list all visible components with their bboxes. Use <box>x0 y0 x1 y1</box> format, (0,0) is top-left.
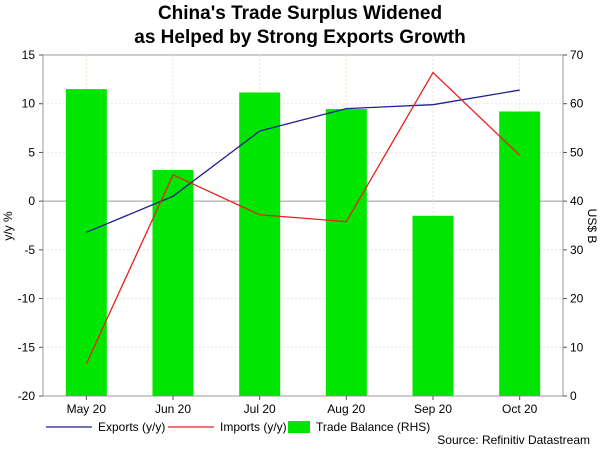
left-axis-ticks: -20 -15 -10 -5 0 5 10 15 <box>18 48 43 403</box>
legend-exports-label: Exports (y/y) <box>98 420 165 434</box>
x-tick-label: Sep 20 <box>414 402 452 416</box>
right-tick-label: 40 <box>570 194 584 208</box>
left-tick-label: -15 <box>18 340 36 354</box>
trade-balance-bars <box>65 89 541 396</box>
right-axis-ticks: 0 10 20 30 40 50 60 70 <box>563 48 584 403</box>
trade-balance-bar <box>499 111 541 396</box>
right-tick-label: 50 <box>570 145 584 159</box>
left-tick-label: 10 <box>22 97 36 111</box>
trade-balance-bar <box>152 169 194 396</box>
chart-title-line2: as Helped by Strong Exports Growth <box>134 27 466 48</box>
left-tick-label: -10 <box>18 292 36 306</box>
x-tick-label: Aug 20 <box>327 402 365 416</box>
exports-line <box>86 89 520 233</box>
left-tick-label: 15 <box>22 48 36 62</box>
right-tick-label: 70 <box>570 48 584 62</box>
right-tick-label: 10 <box>570 340 584 354</box>
imports-line <box>85 71 521 365</box>
left-tick-label: -20 <box>18 389 36 403</box>
right-tick-label: 20 <box>570 292 584 306</box>
plot-area <box>42 54 564 397</box>
right-tick-label: 60 <box>570 97 584 111</box>
left-axis-label: y/y % <box>1 211 15 241</box>
left-tick-label: 0 <box>28 194 35 208</box>
right-axis-label: US$ B <box>585 209 599 244</box>
x-axis-ticks: May 20 Jun 20 Jul 20 Aug 20 Sep 20 Oct 20 <box>67 396 538 416</box>
right-tick-label: 0 <box>570 389 577 403</box>
x-tick-label: Jun 20 <box>155 402 191 416</box>
trade-balance-bar <box>239 92 281 396</box>
legend-trade-balance-swatch <box>288 421 310 433</box>
x-tick-label: Jul 20 <box>244 402 276 416</box>
left-tick-label: 5 <box>28 145 35 159</box>
series-lines <box>85 71 521 365</box>
source-note: Source: Refinitiv Datastream <box>437 433 590 447</box>
right-tick-label: 30 <box>570 243 584 257</box>
x-tick-label: Oct 20 <box>502 402 538 416</box>
trade-balance-bar <box>412 215 454 396</box>
x-tick-label: May 20 <box>67 402 107 416</box>
trade-balance-bar <box>65 89 107 396</box>
legend: Exports (y/y) Imports (y/y) Trade Balanc… <box>46 420 430 434</box>
left-tick-label: -5 <box>24 243 35 257</box>
legend-imports-label: Imports (y/y) <box>220 420 287 434</box>
chart-title-line1: China's Trade Surplus Widened <box>157 3 443 24</box>
legend-trade-balance-label: Trade Balance (RHS) <box>316 420 430 434</box>
trade-balance-bar <box>325 109 367 396</box>
